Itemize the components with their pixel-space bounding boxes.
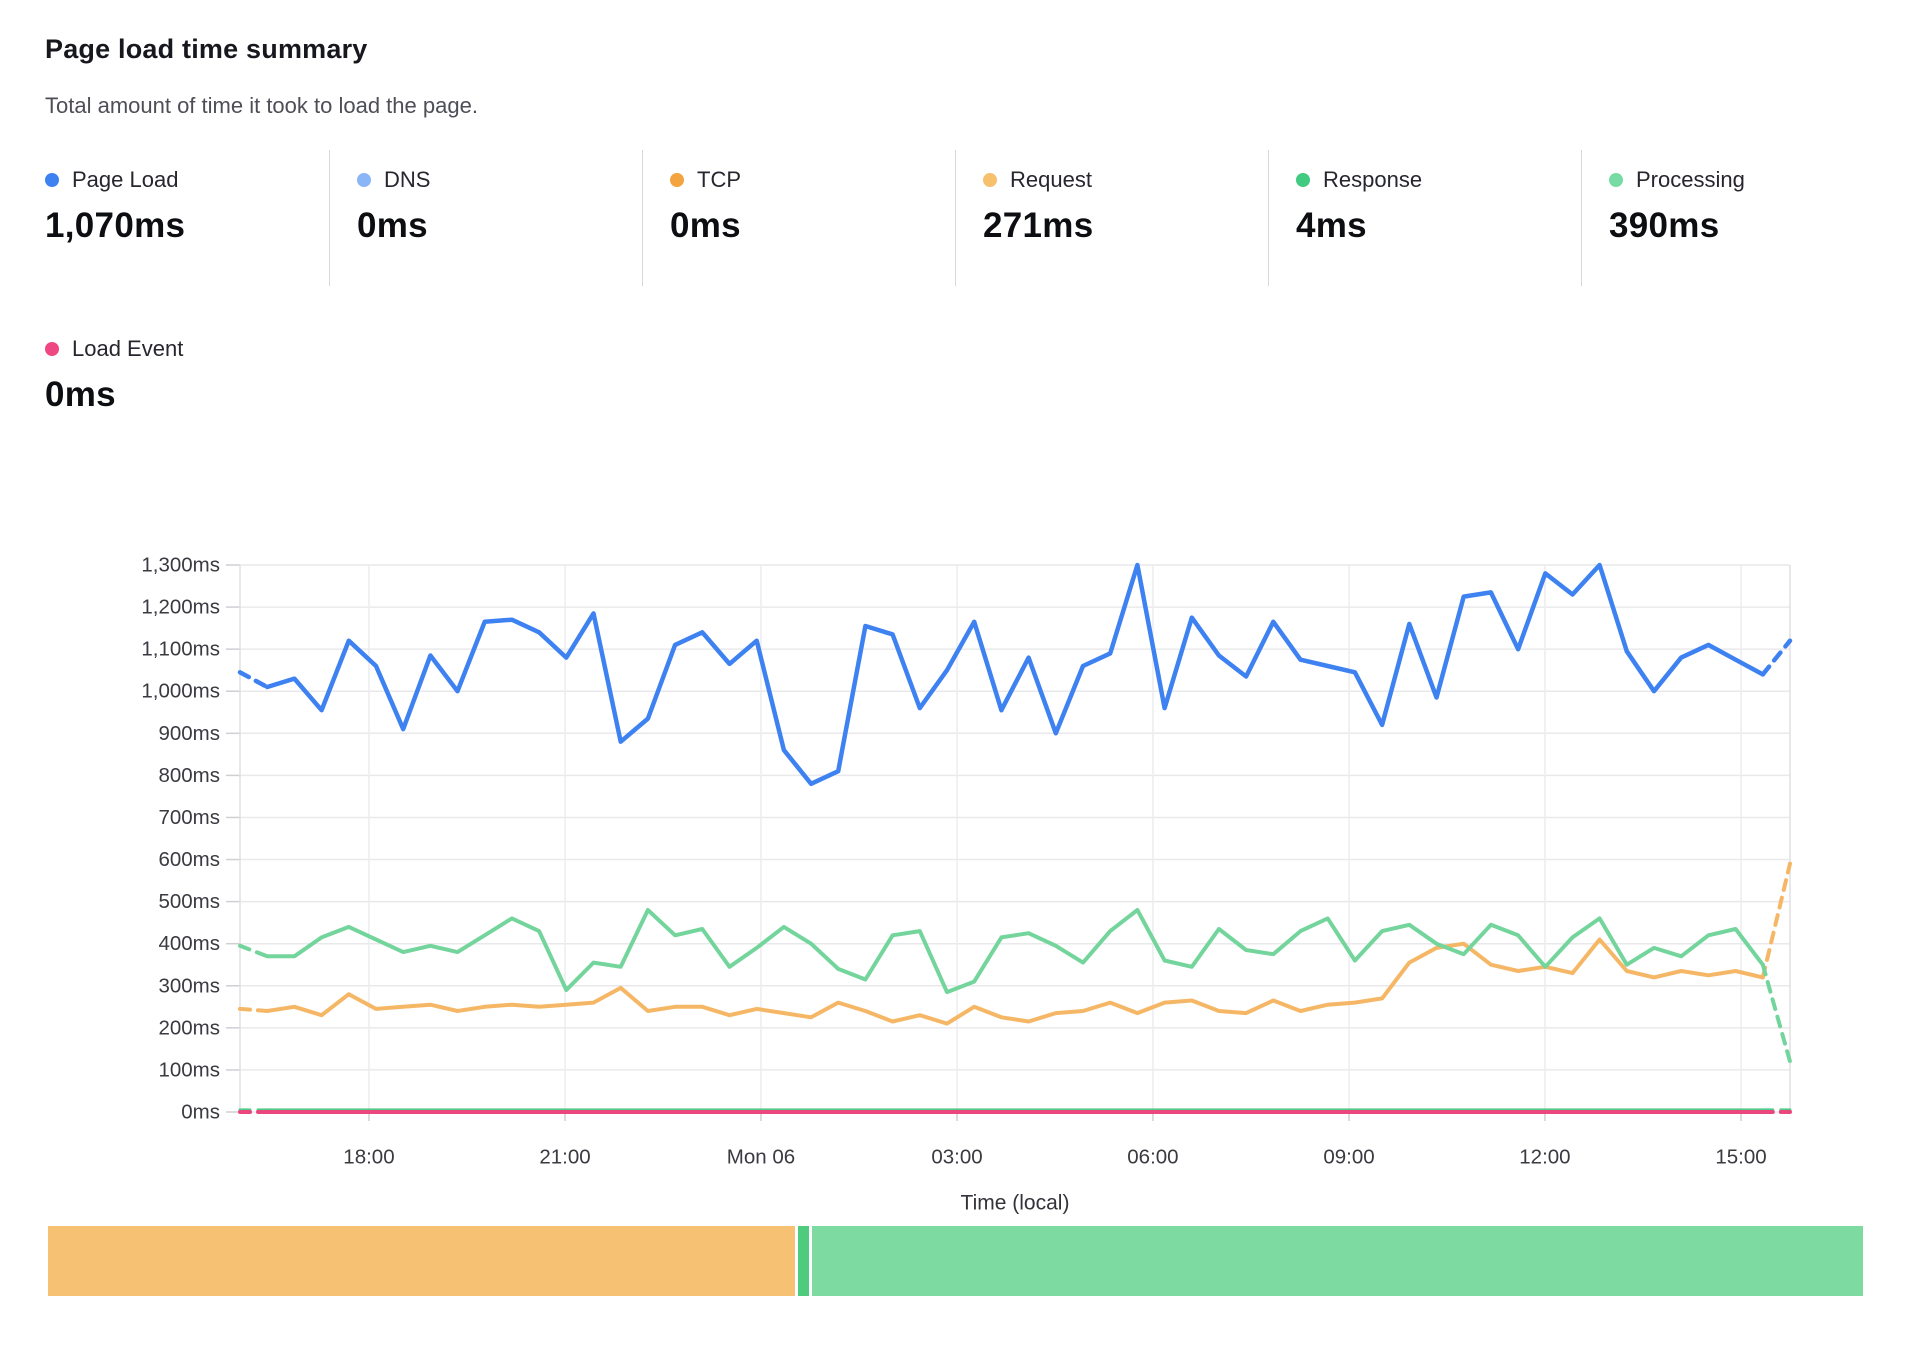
svg-text:1,000ms: 1,000ms [141,680,220,703]
metric-label: Response [1323,167,1423,192]
svg-text:06:00: 06:00 [1127,1146,1178,1169]
metric-card-load-event: Load Event 0ms [45,336,183,415]
svg-text:1,300ms: 1,300ms [141,554,220,577]
bar-segment-request[interactable] [48,1226,796,1296]
metric-card-dns: DNS 0ms [329,150,642,286]
svg-text:Mon 06: Mon 06 [727,1146,795,1169]
svg-text:700ms: 700ms [158,806,220,829]
svg-text:15:00: 15:00 [1715,1146,1766,1169]
svg-text:800ms: 800ms [158,764,220,787]
metric-label: Request [1010,167,1092,192]
metric-card-response: Response 4ms [1268,150,1581,286]
metric-value: 0ms [357,206,428,245]
processing-legend-dot-icon [1609,173,1623,187]
load-distribution-bar[interactable] [48,1226,1863,1296]
response-legend-dot-icon [1296,173,1310,187]
svg-text:200ms: 200ms [158,1016,220,1039]
metric-value: 271ms [983,206,1094,245]
svg-text:21:00: 21:00 [539,1146,590,1169]
metric-card-page-load: Page Load 1,070ms [45,150,329,286]
svg-text:600ms: 600ms [158,848,220,871]
svg-text:1,200ms: 1,200ms [141,596,220,619]
svg-text:300ms: 300ms [158,974,220,997]
page-load-legend-dot-icon [45,173,59,187]
request-legend-dot-icon [983,173,997,187]
chart-area: 0ms 100ms 200ms 300ms 400ms 500ms 600ms 700ms 80… [0,420,1910,1220]
svg-text:09:00: 09:00 [1323,1146,1374,1169]
metric-label: TCP [697,167,741,192]
svg-text:400ms: 400ms [158,932,220,955]
metric-value: 4ms [1296,206,1367,245]
load-event-legend-dot-icon [45,342,59,356]
svg-text:Time (local): Time (local) [961,1192,1070,1215]
page-title: Page load time summary [45,34,368,64]
svg-text:18:00: 18:00 [343,1146,394,1169]
metric-card-tcp: TCP 0ms [642,150,955,286]
svg-text:500ms: 500ms [158,890,220,913]
metric-value: 0ms [45,375,116,414]
metric-card-request: Request 271ms [955,150,1268,286]
bar-segment-response[interactable] [798,1226,809,1296]
metric-label: Processing [1636,167,1745,192]
timeseries-chart[interactable]: 0ms 100ms 200ms 300ms 400ms 500ms 600ms 700ms 80… [0,420,1910,1220]
svg-text:12:00: 12:00 [1519,1146,1570,1169]
svg-text:0ms: 0ms [181,1101,220,1124]
metric-card-processing: Processing 390ms [1581,150,1865,286]
svg-text:03:00: 03:00 [931,1146,982,1169]
tcp-legend-dot-icon [670,173,684,187]
page-subtitle: Total amount of time it took to load the… [45,93,478,118]
metric-value: 0ms [670,206,741,245]
dns-legend-dot-icon [357,173,371,187]
metric-value: 1,070ms [45,206,186,245]
svg-text:1,100ms: 1,100ms [141,638,220,661]
svg-text:900ms: 900ms [158,722,220,745]
metric-value: 390ms [1609,206,1720,245]
metrics-summary-row: Page Load 1,070ms DNS 0ms TCP 0ms Reques… [45,150,1865,286]
metric-label: DNS [384,167,431,192]
svg-text:100ms: 100ms [158,1058,220,1081]
bar-segment-processing[interactable] [811,1226,1863,1296]
metric-label: Page Load [72,167,179,192]
metric-label: Load Event [72,336,184,361]
